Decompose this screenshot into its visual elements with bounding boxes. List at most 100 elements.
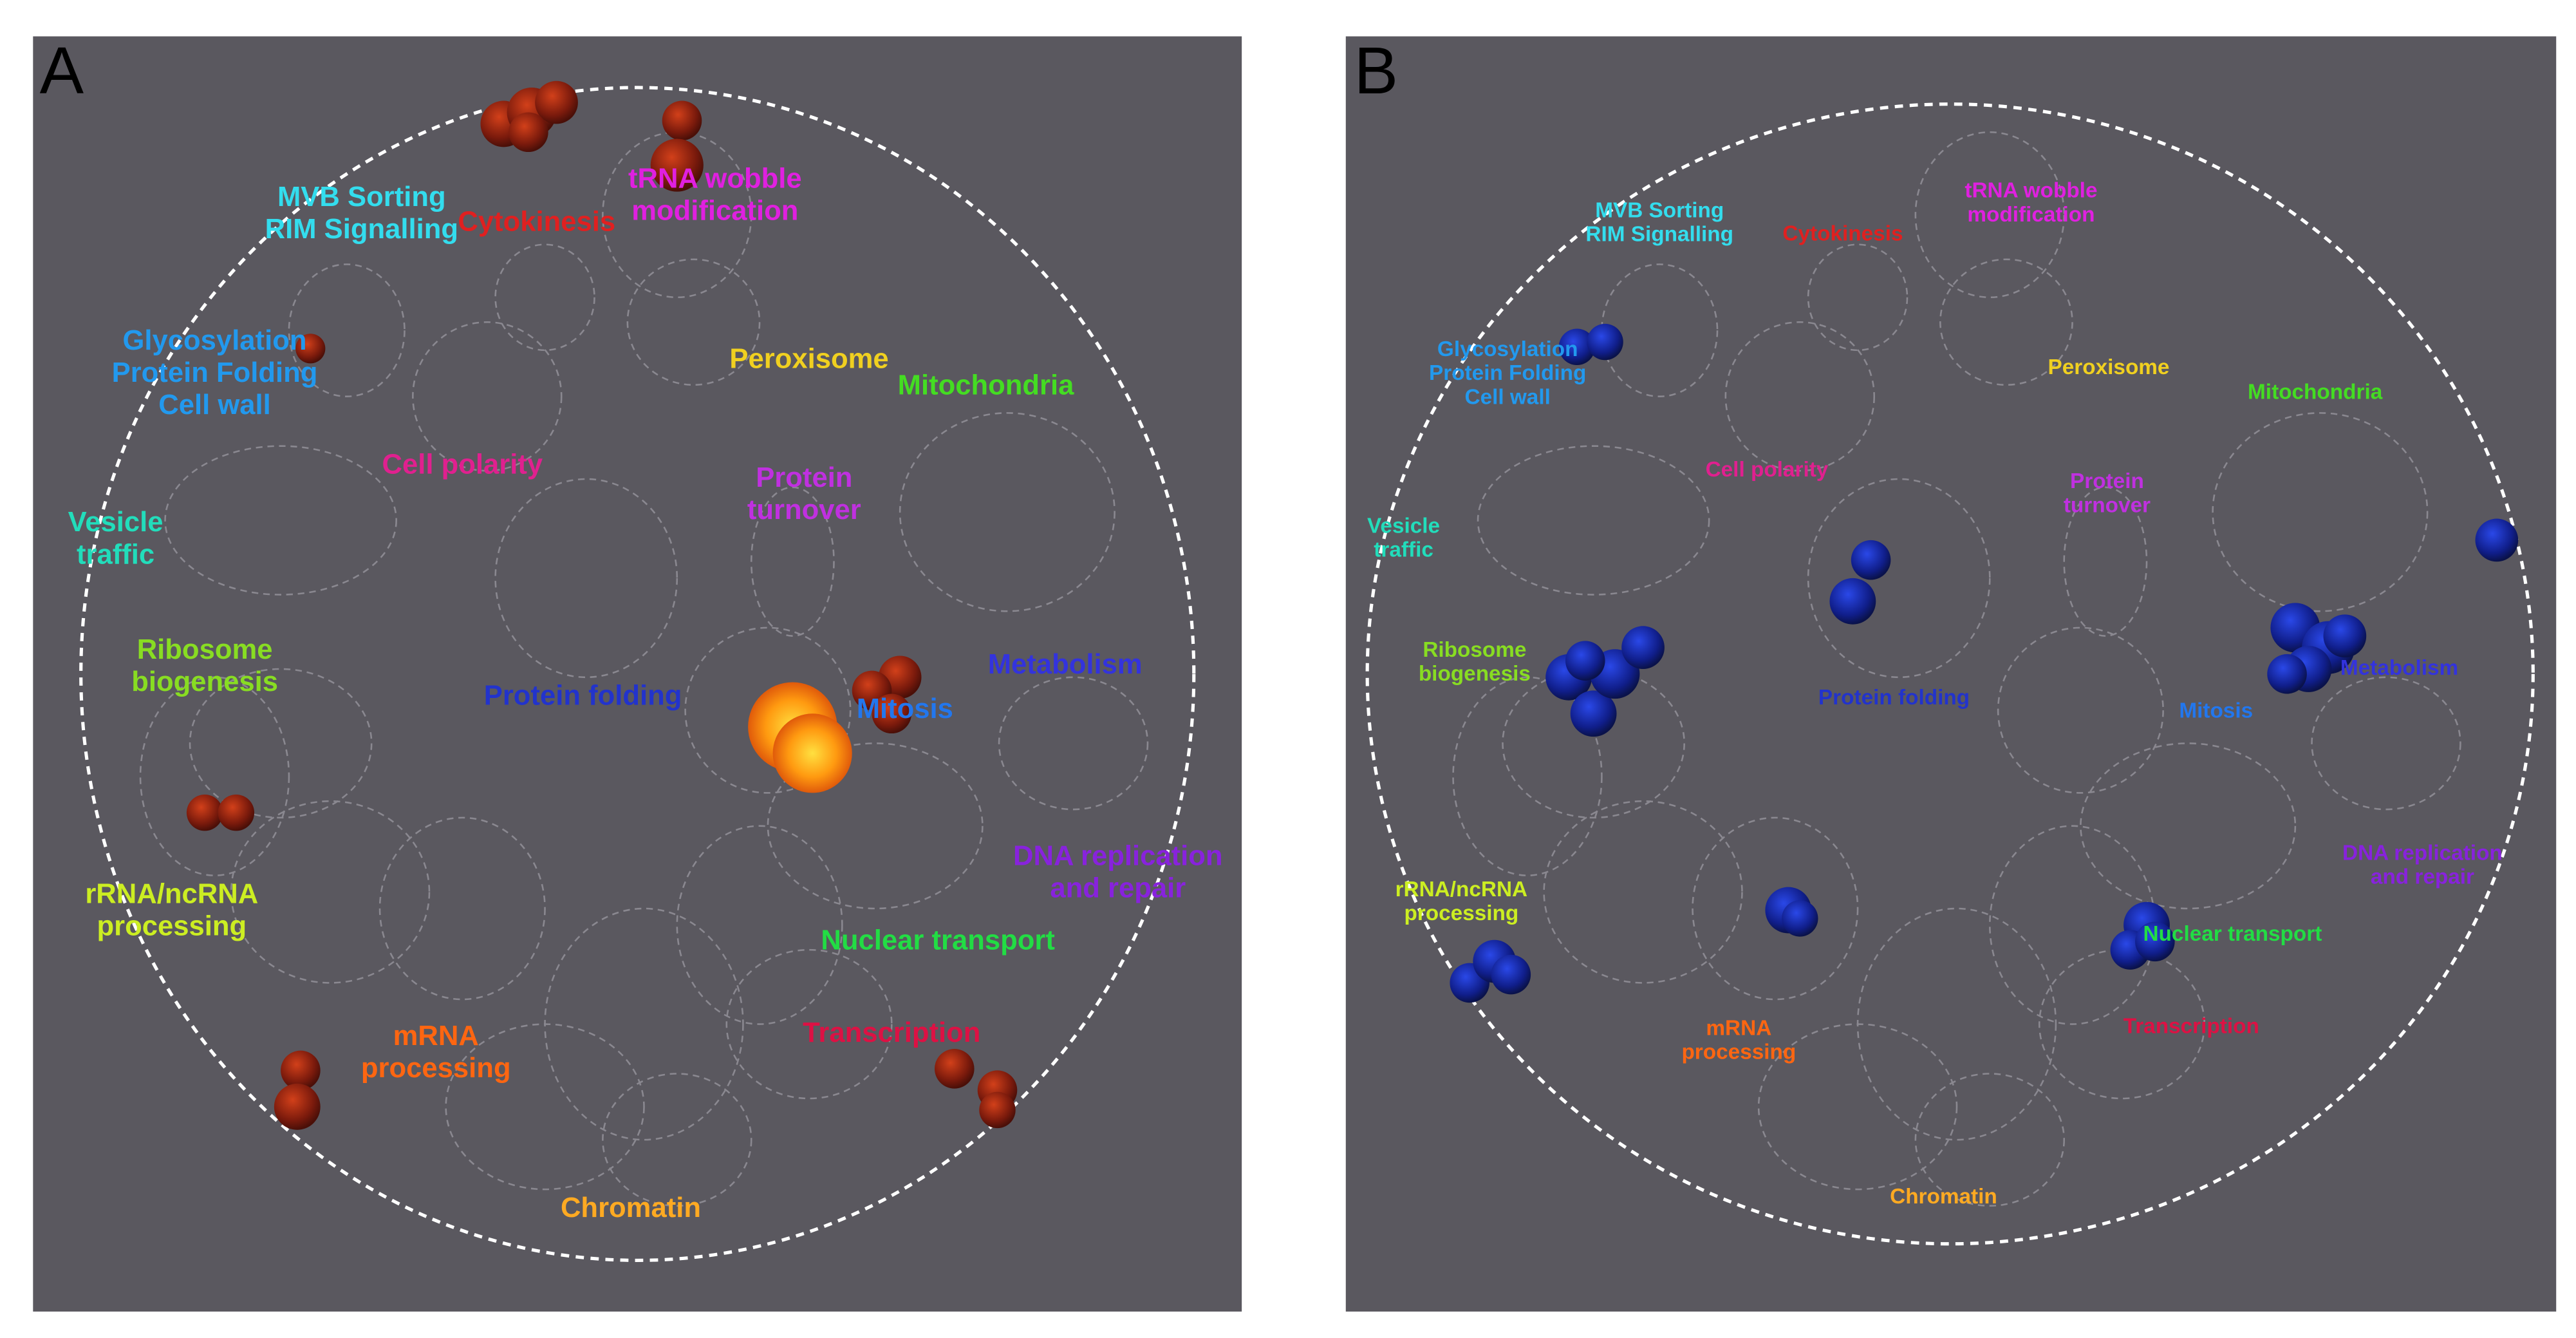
compartment-label: Ribosome biogenesis bbox=[131, 634, 278, 697]
label-line: Protein Folding bbox=[1429, 361, 1586, 385]
compartment-label: Protein folding bbox=[1818, 686, 1970, 710]
cluster-outline bbox=[626, 258, 761, 386]
label-line: RIM Signalling bbox=[1585, 222, 1733, 246]
label-line: tRNA wobble bbox=[628, 163, 802, 194]
compartment-label: rRNA/ncRNA processing bbox=[85, 878, 258, 941]
label-line: Vesicle bbox=[1367, 514, 1440, 538]
signal-blob bbox=[650, 138, 704, 192]
cluster-outline bbox=[494, 243, 595, 352]
signal-blob bbox=[1851, 540, 1891, 580]
panel-letter: B bbox=[1354, 33, 1398, 108]
compartment-label: Mitosis bbox=[2179, 699, 2253, 723]
label-line: Glycosylation bbox=[123, 325, 307, 356]
label-line: Mitosis bbox=[857, 693, 953, 724]
cluster-outline bbox=[2311, 676, 2461, 811]
signal-blob bbox=[979, 1091, 1016, 1129]
label-line: processing bbox=[361, 1053, 511, 1084]
signal-blob bbox=[1558, 328, 1596, 365]
compartment-label: Glycosylation Protein Folding Cell wall bbox=[112, 325, 318, 420]
signal-blob bbox=[1621, 626, 1665, 669]
compartment-label: MVB Sorting RIM Signalling bbox=[265, 181, 458, 244]
cluster-outline bbox=[1914, 131, 2066, 299]
panel: MVB Sorting RIM Signalling Cytokinesis tRNA… bbox=[1365, 102, 2535, 1246]
panel: MVB Sorting RIM Signalling Cytokinesis tRNA… bbox=[68, 80, 1223, 1262]
label-line: traffic bbox=[1374, 538, 1433, 561]
cluster-outline bbox=[445, 1023, 645, 1191]
label-line: DNA replication bbox=[2342, 841, 2503, 865]
compartment-label: Metabolism bbox=[2340, 656, 2458, 680]
label-line: Protein bbox=[2070, 469, 2144, 493]
cluster-outline bbox=[1452, 676, 1603, 876]
cluster-outline bbox=[750, 486, 835, 637]
label-line: mRNA bbox=[393, 1021, 479, 1051]
label-line: processing bbox=[97, 910, 247, 941]
cluster-outline bbox=[164, 445, 397, 596]
signal-blob bbox=[772, 713, 852, 793]
label-line: Nuclear transport bbox=[2143, 922, 2322, 946]
compartment-label: DNA replication and repair bbox=[2342, 841, 2503, 889]
label-line: Metabolism bbox=[2340, 656, 2458, 680]
signal-blob bbox=[281, 1050, 321, 1091]
cluster-outline bbox=[1692, 816, 1859, 1001]
cluster-outline bbox=[494, 478, 678, 679]
panel-letter: A bbox=[40, 33, 84, 108]
cluster-outline bbox=[899, 412, 1115, 612]
cluster-outline bbox=[139, 676, 290, 876]
compartment-label: Protein turnover bbox=[747, 462, 861, 525]
label-line: turnover bbox=[2064, 493, 2151, 517]
label-line: Vesicle bbox=[68, 507, 163, 538]
label-line: Glycosylation bbox=[1437, 337, 1578, 361]
compartment-label: Protein turnover bbox=[2064, 469, 2151, 517]
cluster-outline bbox=[378, 816, 546, 1001]
compartment-label: mRNA processing bbox=[361, 1021, 511, 1084]
label-line: Protein bbox=[756, 462, 852, 493]
label-line: Cell polarity bbox=[1706, 458, 1829, 482]
label-line: tRNA wobble bbox=[1965, 178, 2097, 202]
cluster-outline bbox=[1724, 321, 1875, 472]
signal-blob bbox=[1829, 578, 1876, 625]
label-line: and repair bbox=[1050, 872, 1186, 903]
compartment-label: Protein folding bbox=[484, 680, 682, 711]
label-line: Mitochondria bbox=[898, 370, 1074, 400]
compartment-label: Peroxisome bbox=[729, 343, 888, 374]
signal-blob bbox=[935, 1049, 975, 1089]
label-line: DNA replication bbox=[1013, 840, 1222, 871]
compartment-label: mRNA processing bbox=[1681, 1016, 1796, 1064]
signal-blob bbox=[535, 80, 578, 124]
label-line: Peroxisome bbox=[2048, 355, 2170, 379]
label-line: MVB Sorting bbox=[1595, 198, 1724, 222]
label-line: modification bbox=[631, 195, 798, 226]
signal-blob bbox=[2323, 614, 2367, 658]
label-line: Cell wall bbox=[1465, 385, 1551, 409]
label-line: Transcription bbox=[2123, 1015, 2259, 1039]
compartment-label: tRNA wobble modification bbox=[1965, 178, 2097, 226]
label-line: Cytokinesis bbox=[1782, 221, 1903, 245]
compartment-label: Nuclear transport bbox=[2143, 922, 2322, 946]
cluster-outline bbox=[602, 1073, 752, 1207]
label-line: Ribosome bbox=[137, 634, 273, 664]
compartment-label: Mitochondria bbox=[898, 370, 1074, 400]
label-line: Peroxisome bbox=[729, 343, 888, 374]
compartment-label: Cell polarity bbox=[382, 449, 543, 480]
label-line: Protein folding bbox=[1818, 686, 1970, 710]
label-line: Chromatin bbox=[561, 1192, 701, 1223]
compartment-label: Mitochondria bbox=[2248, 380, 2383, 404]
signal-blob bbox=[186, 794, 223, 831]
compartment-label: MVB Sorting RIM Signalling bbox=[1585, 198, 1733, 246]
label-line: biogenesis bbox=[131, 666, 278, 697]
label-line: biogenesis bbox=[1419, 662, 1531, 686]
label-line: Cytokinesis bbox=[458, 206, 615, 237]
signal-blob bbox=[1570, 690, 1617, 737]
label-line: Nuclear transport bbox=[821, 925, 1055, 956]
label-line: Chromatin bbox=[1890, 1185, 1997, 1209]
cluster-outline bbox=[1997, 627, 2164, 794]
compartment-label: DNA replication and repair bbox=[1013, 840, 1222, 903]
signal-blob bbox=[2267, 654, 2307, 694]
compartment-label: Glycosylation Protein Folding Cell wall bbox=[1429, 337, 1586, 409]
cluster-outline bbox=[2212, 412, 2429, 612]
cluster-outline bbox=[412, 321, 563, 472]
label-line: and repair bbox=[2371, 865, 2474, 889]
label-line: processing bbox=[1404, 901, 1518, 925]
compartment-label: tRNA wobble modification bbox=[628, 163, 802, 226]
